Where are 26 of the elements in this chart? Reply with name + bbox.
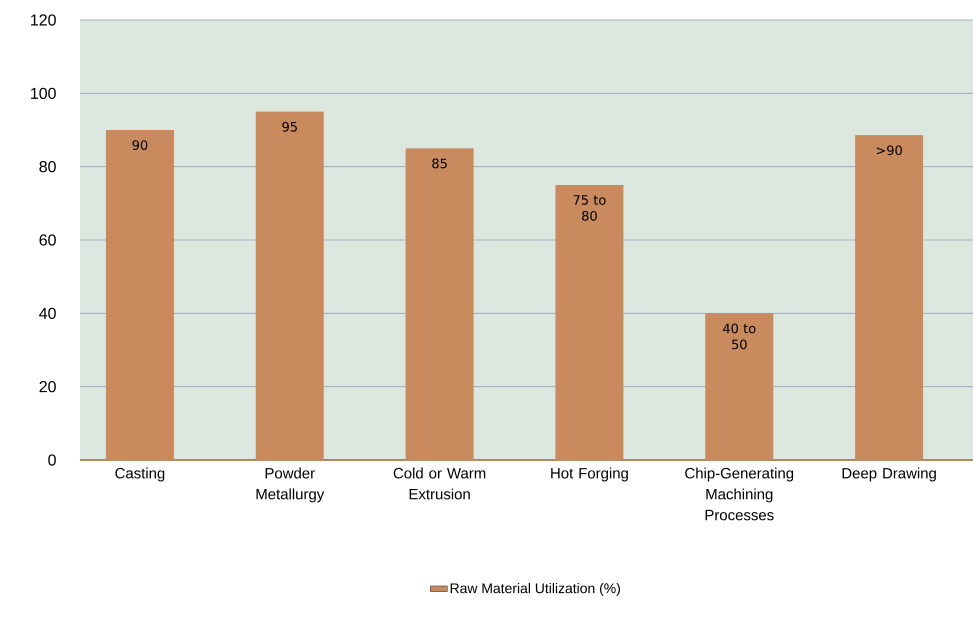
bar [256, 112, 324, 460]
data-label: 85 [432, 158, 447, 168]
data-label: >90 [876, 145, 902, 156]
data-label: 75 to 80 [574, 195, 606, 221]
x-tick-label: Powder Metallurgy [256, 468, 324, 502]
x-tick-label: Deep Drawing [842, 468, 936, 482]
data-label: 90 [132, 140, 148, 150]
bar [406, 148, 474, 460]
x-tick-label: Hot Forging [551, 468, 628, 482]
y-tick-label: 20 [40, 381, 56, 392]
y-tick-label: 40 [39, 308, 56, 319]
x-tick-label: Casting [115, 468, 164, 482]
legend-label: Raw Material Utilization (%) [450, 582, 620, 596]
y-tick-label: 100 [31, 88, 56, 99]
x-tick-label: Cold or Warm Extrusion [394, 468, 486, 500]
data-label: 95 [282, 122, 297, 132]
bar [705, 313, 774, 460]
y-tick-label: 80 [39, 161, 56, 172]
data-label: 40 to 50 [722, 324, 756, 350]
x-tick-label: Chip-Generating Machining Processes [685, 468, 794, 520]
y-tick-label: 60 [40, 234, 56, 246]
y-tick-label: 0 [48, 454, 56, 466]
bar [106, 130, 174, 460]
y-tick-label: 120 [31, 14, 56, 26]
bar [555, 184, 624, 460]
bar [855, 135, 924, 460]
